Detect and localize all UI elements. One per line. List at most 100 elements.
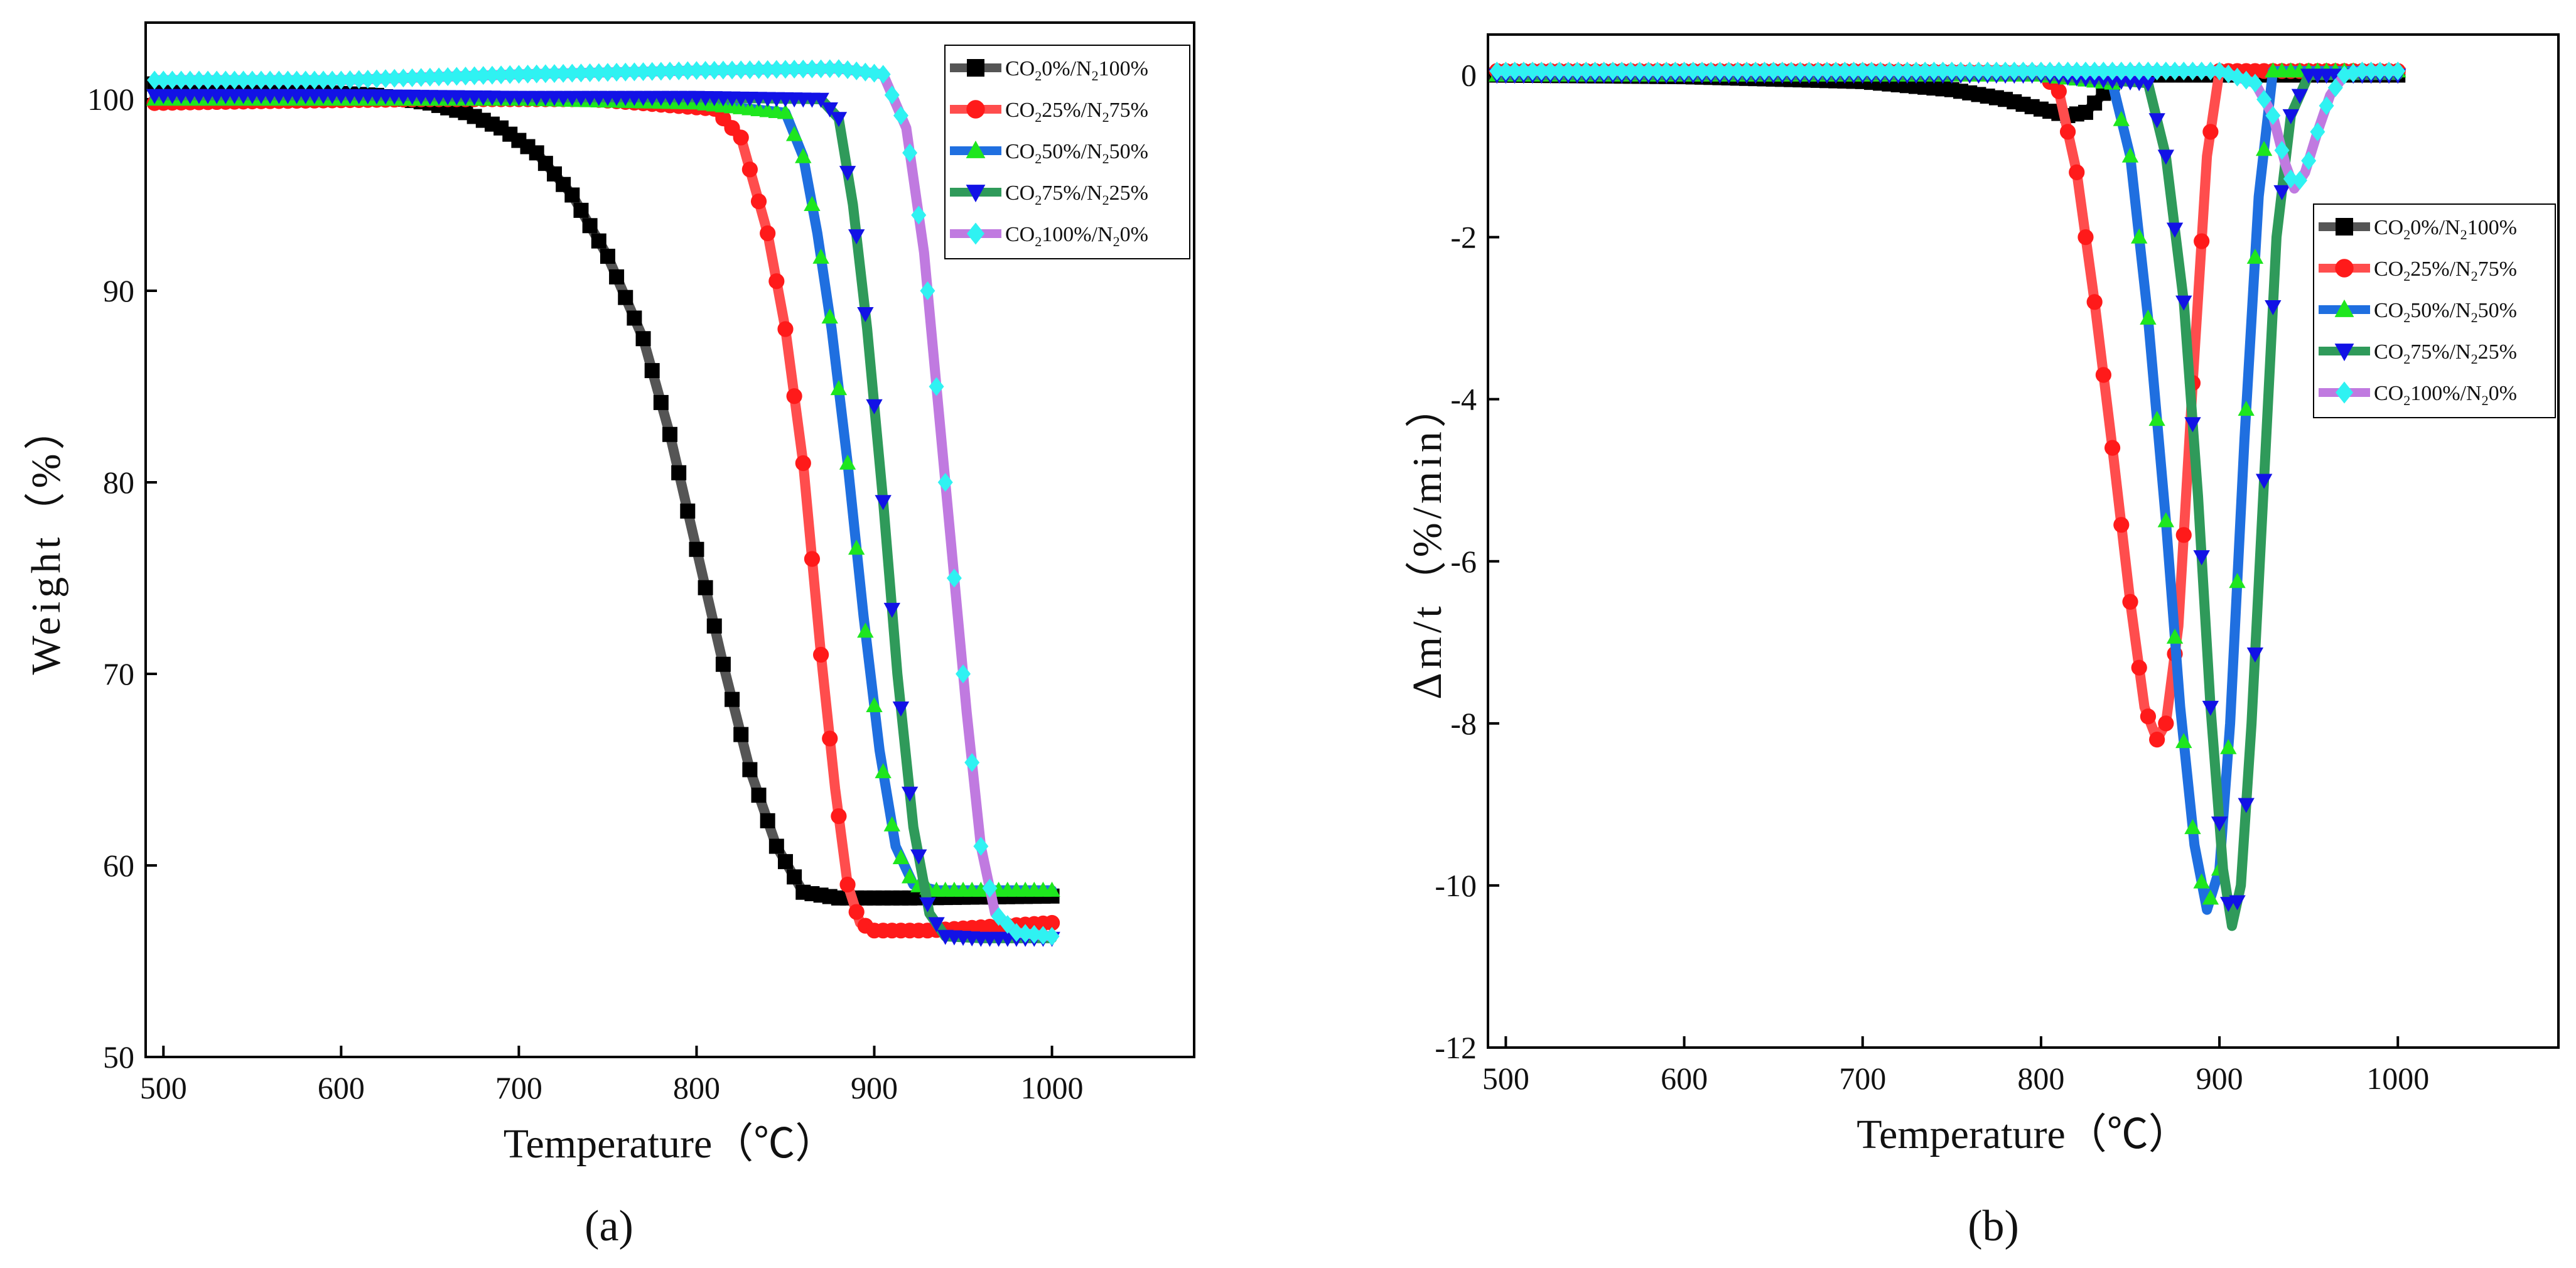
panel-b-series-5-point [1659, 62, 1674, 81]
panel-b-series-2-point [2122, 593, 2138, 610]
panel-a-series-3-point [883, 816, 901, 832]
panel-a-legend-swatch-marker [967, 222, 984, 245]
panel-a-series-5-point [725, 60, 740, 80]
panel-b-series-5-point [2283, 169, 2298, 188]
panel-b-series-5-point [1703, 62, 1719, 81]
panel-b-series-4 [1489, 68, 2406, 931]
panel-b-series-5-point [1730, 62, 1745, 81]
panel-a-series-5-point [404, 68, 420, 87]
panel-a-series-5-point [280, 70, 296, 90]
panel-a-series-3-point [1043, 881, 1060, 897]
panel-a-series-5-line [149, 63, 1057, 941]
panel-a-series-2-point [777, 321, 794, 337]
panel-a-series-4-point [812, 92, 829, 108]
panel-b-series-5-point [2390, 62, 2406, 81]
panel-a-series-1-point [573, 202, 589, 218]
panel-a-series-5-point [289, 70, 304, 90]
panel-a-x-tick-label: 900 [851, 1070, 898, 1105]
panel-a-series-5-point [298, 70, 313, 90]
panel-a-series-4-point [866, 399, 883, 415]
panel-b-series-5-point [1926, 62, 1942, 81]
panel-b-series-4-point [2229, 895, 2246, 911]
panel-b-series-4-point [2282, 109, 2299, 124]
panel-a-series-1-point [768, 838, 784, 854]
panel-b-legend: CO20%/N2100% CO225%/N275% CO250%/N250% CO27… [2313, 203, 2556, 418]
panel-a-series-1-point [591, 233, 606, 249]
panel-a-label: (a) [585, 1202, 633, 1250]
panel-a-series-3-point [804, 195, 821, 211]
panel-b-series-5-point [2113, 62, 2129, 81]
panel-b-series-3-point [2246, 249, 2264, 264]
panel-a-x-tick-label: 1000 [1021, 1070, 1084, 1105]
panel-b-series-5-point [1668, 62, 1683, 81]
panel-a-series-5-point [147, 70, 163, 90]
panel-b-series-3-point [2121, 147, 2139, 163]
panel-a-series-5-point [351, 70, 367, 89]
panel-a-x-tick-label: 500 [140, 1070, 187, 1105]
panel-a-series-5-point [591, 63, 606, 82]
panel-a-series-3-point [839, 454, 856, 470]
panel-b-series-5-point [1748, 62, 1764, 81]
panel-a-series-5-point [458, 67, 473, 86]
panel-a-series-5-point [360, 70, 375, 89]
panel-a-series-5-point [396, 68, 411, 88]
panel-b-legend-entry-3: CO250%/N250% [2319, 299, 2517, 325]
panel-b-series-5-point [1685, 62, 1701, 81]
panel-a-series-5-point [671, 61, 687, 80]
panel-a-series-1-point [725, 691, 740, 707]
panel-b-series-5-point [2007, 62, 2022, 81]
panel-b-series-5-point [1641, 62, 1656, 81]
panel-b-series-3-point [2238, 401, 2255, 416]
panel-b-series-5-point [1828, 62, 1844, 81]
panel-a-series-3-point [857, 622, 874, 638]
panel-b-series-5-point [2301, 151, 2317, 170]
panel-b-y-tick-label: -10 [1435, 868, 1477, 903]
panel-a-series-5-point [698, 61, 713, 80]
panel-a-series-5-point [866, 63, 882, 83]
panel-b-series-2-point [2104, 440, 2121, 456]
panel-a-series-5-point [387, 68, 402, 88]
panel-a-series-1-point [564, 187, 580, 203]
panel-a-series-1-point [635, 331, 651, 347]
panel-b-y-tick-label: -8 [1450, 706, 1477, 741]
panel-b-series-5-point [1596, 62, 1612, 81]
panel-a-y-tick-label: 90 [103, 273, 134, 308]
panel-a-series-5-point [795, 59, 811, 79]
panel-b-y-tick-label: -12 [1435, 1030, 1477, 1065]
panel-a-series-2-point [848, 904, 865, 920]
panel-b-y-tick-label: -2 [1450, 220, 1477, 255]
panel-a-series-5-point [777, 60, 793, 79]
panel-a-series-5-point [378, 69, 394, 89]
panel-a-series-3-point [795, 148, 812, 163]
panel-a-series-5-point [609, 62, 625, 82]
panel-a-series-5-point [1027, 924, 1042, 944]
panel-a-legend-label: CO2100%/N20% [1005, 223, 1148, 249]
panel-b-y-tick-label: -6 [1450, 544, 1477, 579]
panel-b-series-4-point [2184, 417, 2201, 433]
panel-a-series-5-point [733, 60, 749, 80]
panel-b-series-4-point [2157, 149, 2175, 165]
panel-a-series-1-point [653, 394, 669, 410]
panel-b-legend-entry-5: CO2100%/N20% [2319, 381, 2517, 408]
panel-a-series-2-point [831, 808, 847, 825]
panel-a-legend-swatch-marker [967, 59, 984, 77]
panel-a-series-3-point [812, 248, 829, 264]
panel-a-series-1-point [760, 813, 775, 828]
panel-a-series-1-point [582, 218, 598, 234]
panel-b-series-2-point [2078, 229, 2094, 246]
panel-b-series-4-point [2265, 300, 2282, 316]
panel-b-y-tick-label: 0 [1461, 58, 1477, 93]
panel-b-series-2-point [2069, 164, 2085, 180]
panel-b-series-5-point [2140, 62, 2156, 81]
panel-b-series-2-point [2194, 233, 2210, 249]
panel-b-series-2-point [2059, 124, 2076, 140]
panel-b-series-4-point [2166, 222, 2184, 238]
panel-a-series-4-point [875, 495, 892, 511]
panel-b-series-5-point [2024, 62, 2040, 81]
panel-a-series-4-point [821, 102, 838, 118]
panel-a-series-5-point [511, 65, 527, 84]
panel-a-series-5-point [529, 64, 544, 84]
panel-b-series-5-point [1543, 62, 1558, 81]
panel-b-series-5-point [2256, 90, 2272, 109]
panel-a-series-5-point [484, 65, 500, 85]
